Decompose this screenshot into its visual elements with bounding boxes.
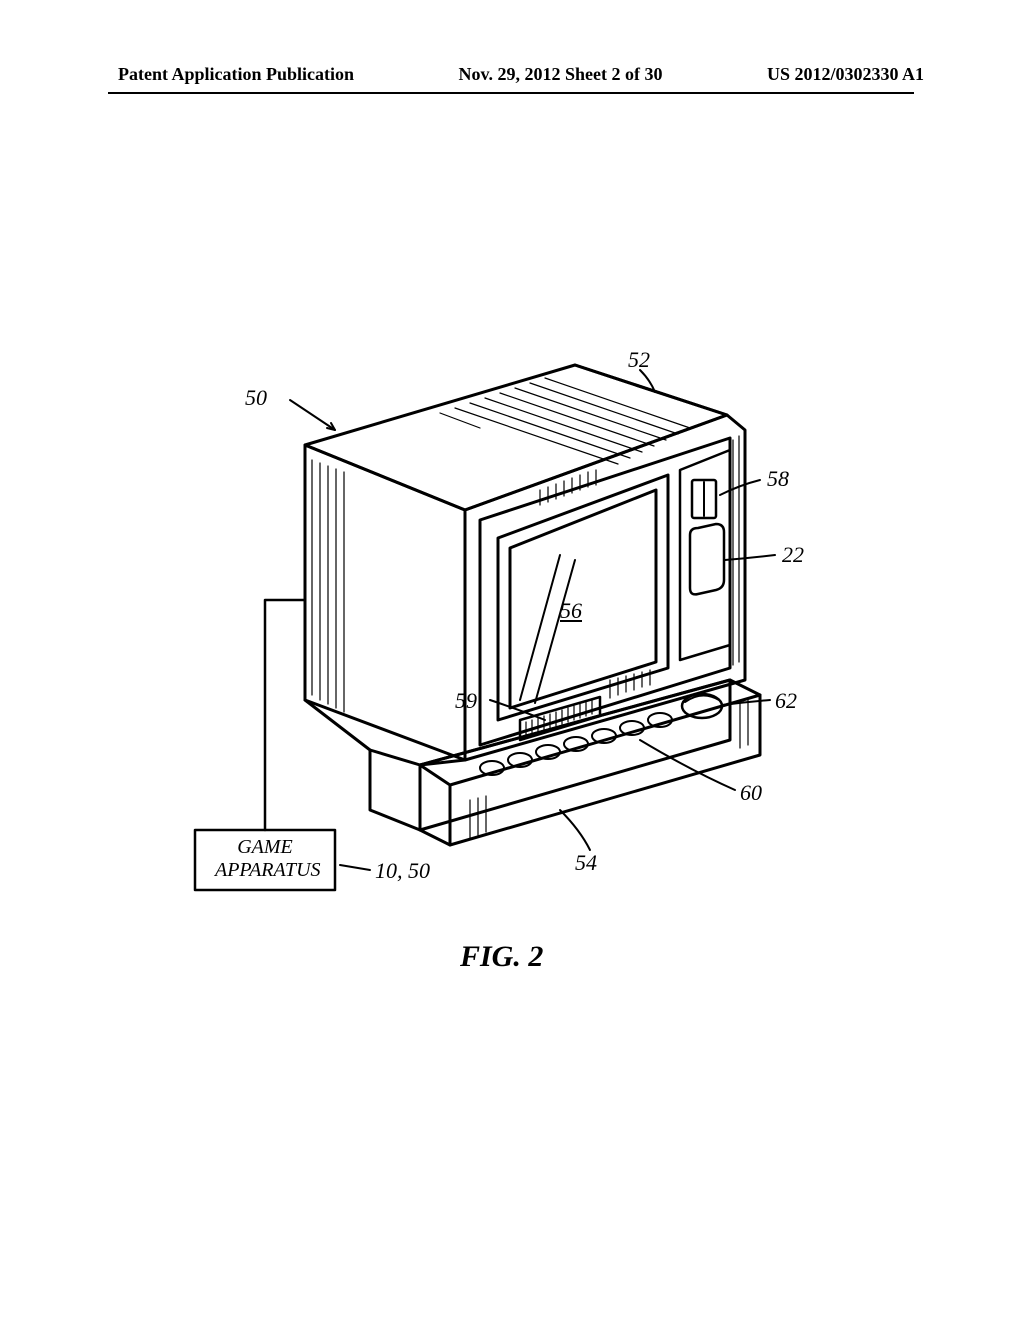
ref-52: 52 [628,347,650,373]
ref-10-50: 10, 50 [375,858,430,884]
box-label-line1: GAME [237,836,293,858]
ref-60: 60 [740,780,762,806]
ref-62: 62 [775,688,797,714]
box-label-line2: APPARATUS [215,859,321,881]
ref-58: 58 [767,466,789,492]
figure-caption: FIG. 2 [460,940,543,974]
ref-22: 22 [782,542,804,568]
ref-56: 56 [560,598,582,624]
figure: 50 52 58 22 62 60 54 59 10, 50 56 GAME A… [0,0,1024,1320]
ref-50: 50 [245,385,267,411]
patent-drawing [0,0,1024,1320]
ref-54: 54 [575,850,597,876]
ref-59: 59 [455,688,477,714]
page: Patent Application Publication Nov. 29, … [0,0,1024,1320]
game-apparatus-box: GAME APPARATUS [215,836,315,882]
